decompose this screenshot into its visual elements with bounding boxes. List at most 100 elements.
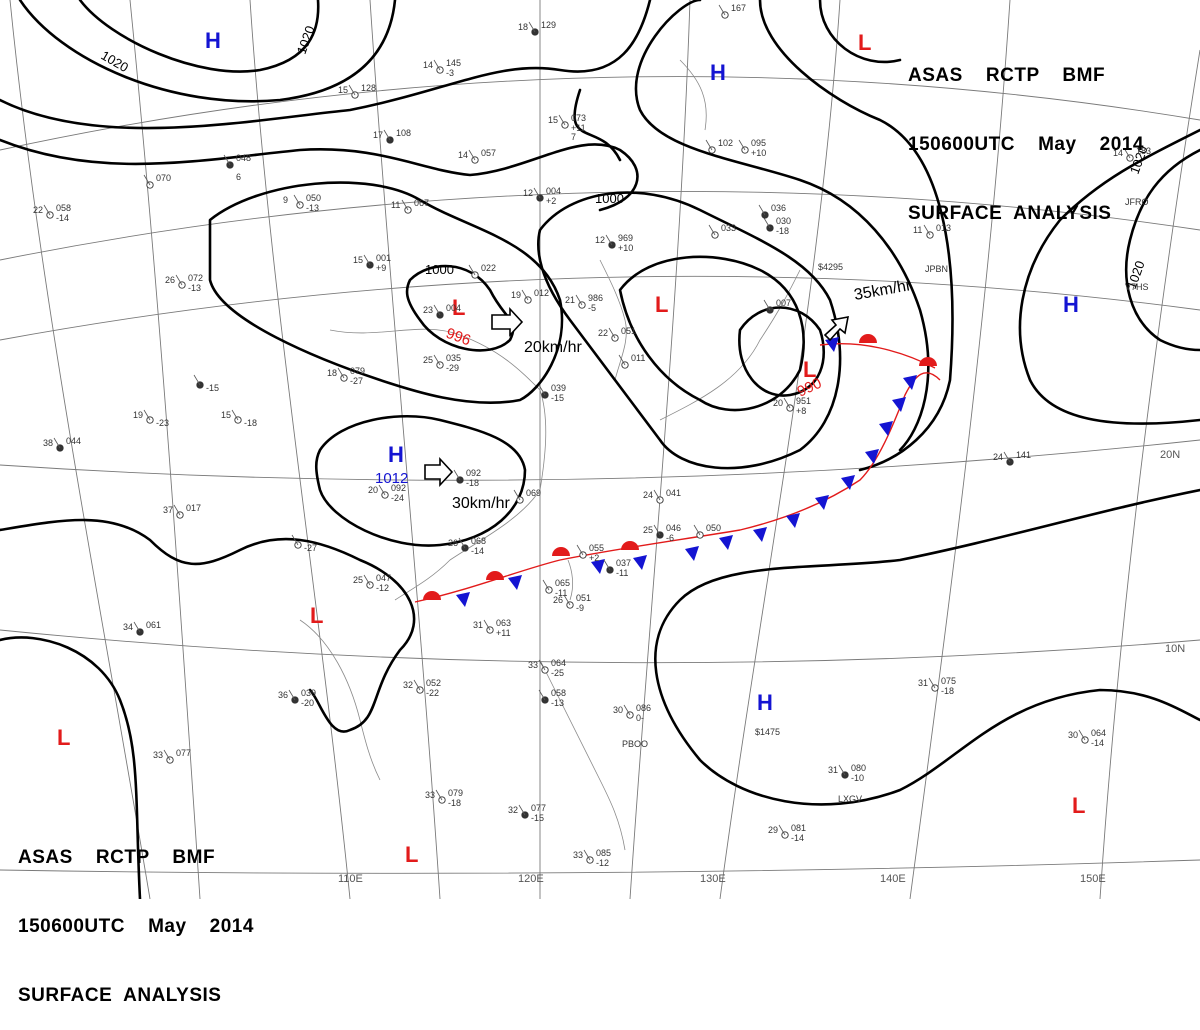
station-pressure: 167 [731, 3, 746, 13]
station-tendency: -15 [531, 813, 544, 823]
station-pressure: 141 [1016, 450, 1031, 460]
isobar-996-ne [618, 255, 805, 412]
coastlines [299, 59, 801, 851]
low-center-symbol: L [858, 30, 871, 55]
wind-barb [143, 409, 151, 421]
meridian-90e [9, 0, 151, 899]
station-plot: 32 052-22 [403, 678, 441, 698]
coast-philippines [539, 659, 626, 851]
station-pressure: 057 [481, 148, 496, 158]
station-plot: 26 068-14 [448, 536, 486, 556]
wind-barb [231, 409, 239, 421]
station-pressure: 067 [414, 198, 429, 208]
station-pressure: 004 [446, 303, 461, 313]
station-pressure: 035 [446, 353, 461, 363]
station-pressure: 075 [941, 676, 956, 686]
warm-front-bump [552, 547, 570, 556]
wind-barb [575, 294, 583, 306]
station-tendency: -29 [446, 363, 459, 373]
isobar-1012-n [0, 0, 652, 130]
station-temperature: 36 [278, 690, 288, 700]
station-pressure: 050 [306, 193, 321, 203]
station-temperature: 30 [1068, 730, 1078, 740]
station-pressure: 036 [771, 203, 786, 213]
isobar-1016-e [1018, 128, 1200, 425]
wind-barb [433, 354, 441, 366]
station-tendency: -18 [466, 478, 479, 488]
wind-barb [433, 59, 441, 71]
station-tendency: 0- [636, 713, 644, 723]
station-pressure: 102 [718, 138, 733, 148]
speed-labels: 20km/hr 30km/hr 35km/hr [452, 277, 913, 512]
station-pressure: 092 [391, 483, 406, 493]
wind-barb [337, 367, 345, 379]
station-tendency: -23 [156, 418, 169, 428]
low-center-symbol: L [57, 725, 70, 750]
station-plot: 21 986-5 [565, 293, 603, 313]
isobar-1000-ne [537, 191, 842, 470]
low-center-symbol: L [1072, 793, 1085, 818]
station-pressure: 183 [1136, 146, 1151, 156]
station-plot: 19 -23 [133, 409, 169, 428]
cold-front-barb [815, 495, 829, 510]
station-plot: 25 046-6 [643, 523, 681, 543]
header-title-line: SURFACE ANALYSIS [18, 985, 222, 1006]
station-pressure: 077 [531, 803, 546, 813]
wind-barb [348, 84, 356, 96]
cold-front-barb [456, 592, 470, 607]
station-plot: 12 004+2 [523, 186, 561, 206]
isobar-1004-ne [634, 0, 930, 452]
meridian-100e [129, 0, 201, 899]
wind-barb [378, 484, 386, 496]
station-extra: 7 [571, 132, 576, 142]
station-pressure: 044 [66, 436, 81, 446]
station-temperature: 20 [368, 485, 378, 495]
isobar-label: 1000 [425, 262, 454, 277]
wind-barb [193, 374, 201, 386]
longitude-label: 140E [880, 873, 906, 885]
station-tendency: +10 [751, 148, 766, 158]
station-temperature: 25 [423, 355, 433, 365]
wind-barb [518, 804, 526, 816]
station-plot: 26 072-13 [165, 273, 203, 293]
wind-barb [513, 489, 521, 501]
station-temperature: 22 [598, 328, 608, 338]
latitude-label: 10N [1165, 643, 1185, 655]
wind-barb [838, 764, 846, 776]
station-tendency: -6 [666, 533, 674, 543]
station-temperature: 12 [595, 235, 605, 245]
station-plot: 25 035-29 [423, 353, 461, 373]
wind-barb [53, 437, 61, 449]
station-pressure: 017 [186, 503, 201, 513]
station-tendency: +9 [376, 263, 386, 273]
station-plot: 29 081-14 [768, 823, 806, 843]
station-tendency: -11 [555, 588, 567, 598]
station-pressure: 065 [555, 578, 570, 588]
wind-barb [558, 114, 566, 126]
station-tendency: -14 [56, 213, 69, 223]
wind-barb [43, 204, 51, 216]
coast-taiwan [567, 559, 574, 601]
isobar-1000-low [405, 264, 515, 352]
station-tendency: -18 [448, 798, 461, 808]
isobar-992-ne [738, 306, 825, 397]
station-pressure: 048 [236, 153, 251, 163]
parallel-25n [0, 275, 1200, 341]
station-plot: 065-11 [542, 578, 570, 598]
motion-arrows [424, 306, 850, 488]
station-plot: 039-15 [538, 383, 566, 403]
wind-barb [1123, 147, 1131, 159]
station-pressure: 051 [576, 593, 591, 603]
station-temperature: 33 [573, 850, 583, 860]
parallel-10n [0, 629, 1200, 664]
station-plot: 055+2 [576, 543, 604, 563]
cold-front-barbs [456, 337, 917, 607]
station-pressure: 079 [350, 366, 365, 376]
station-plot: 030-18 [763, 216, 791, 236]
station-temperature: 18 [327, 368, 337, 378]
coast-korea [599, 259, 627, 381]
station-temperature: 26 [553, 595, 563, 605]
wind-barb [583, 849, 591, 861]
station-id-label: JPBN [925, 264, 948, 274]
wind-barb [293, 194, 301, 206]
